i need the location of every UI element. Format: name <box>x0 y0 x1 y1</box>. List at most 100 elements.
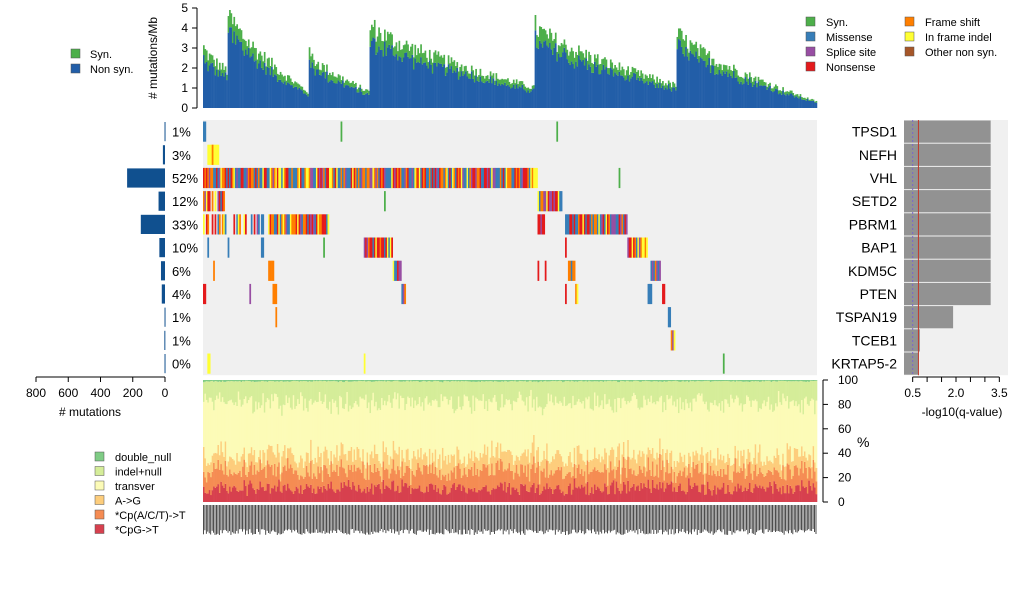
rate-bar-syn <box>227 16 230 33</box>
spectrum-bar <box>492 475 495 489</box>
rate-bar-syn <box>226 74 228 81</box>
spectrum-bar <box>789 380 792 382</box>
spectrum-bar <box>207 472 210 494</box>
spectrum-bar <box>323 485 325 502</box>
spectrum-bar <box>541 460 544 472</box>
spectrum-bar <box>285 470 288 491</box>
rate-bar-nonsyn <box>748 77 751 108</box>
rate-bar-syn <box>207 60 210 72</box>
spectrum-bar <box>805 381 808 397</box>
legend-swatch <box>805 61 816 72</box>
spectrum-bar <box>385 380 388 382</box>
rate-bar-nonsyn <box>777 94 780 108</box>
spectrum-bar <box>673 380 676 381</box>
spectrum-bar <box>523 401 525 453</box>
spectrum-bar <box>278 479 281 502</box>
spectrum-bar <box>472 381 475 396</box>
rate-bar-nonsyn <box>394 56 396 108</box>
spectrum-bar <box>510 381 512 405</box>
sample-label <box>483 505 485 530</box>
spectrum-bar <box>450 470 453 488</box>
rate-bar-syn <box>450 57 453 67</box>
spectrum-bar <box>320 452 323 467</box>
spectrum-bar <box>447 473 450 494</box>
spectrum-bar <box>441 380 444 383</box>
sample-label <box>428 505 430 535</box>
spectrum-bar <box>256 380 259 382</box>
spectrum-bar <box>414 456 417 477</box>
rate-bar-nonsyn <box>253 61 256 108</box>
spectrum-bar <box>420 471 422 492</box>
rate-bar-nonsyn <box>712 65 715 108</box>
spectrum-bar <box>717 406 719 448</box>
mutation-cell-pbrm1 <box>573 214 576 235</box>
sample-label <box>326 505 327 533</box>
sample-label <box>637 505 639 535</box>
spectrum-bar <box>375 454 378 472</box>
rate-bar-syn <box>693 44 696 57</box>
mutation-cell-pbrm1 <box>615 214 618 235</box>
sample-label <box>360 505 362 532</box>
spectrum-bar <box>615 412 618 457</box>
spectrum-bar <box>452 455 454 473</box>
spectrum-bar <box>343 454 346 469</box>
spectrum-bar <box>326 381 328 409</box>
spectrum-bar <box>324 380 327 395</box>
spectrum-bar <box>346 380 349 381</box>
sample-label <box>812 505 814 529</box>
spectrum-bar <box>679 397 682 453</box>
spectrum-bar <box>696 380 699 395</box>
rate-bar-syn <box>496 78 499 86</box>
sample-label <box>389 505 391 530</box>
spectrum-bar <box>357 448 360 468</box>
mutation-cell-nefh <box>208 144 211 165</box>
spectrum-bar <box>712 381 715 406</box>
spectrum-bar <box>294 408 296 462</box>
spectrum-bar <box>439 493 441 502</box>
spectrum-bar <box>431 400 434 453</box>
spectrum-bar <box>657 381 660 402</box>
sample-label <box>712 505 714 535</box>
spectrum-bar <box>805 486 808 502</box>
spectrum-bar <box>811 478 813 491</box>
rate-bar-syn <box>770 88 773 91</box>
mutation-cell-vhl <box>284 167 286 189</box>
spectrum-bar <box>751 400 754 465</box>
spectrum-bar <box>512 400 515 465</box>
sample-label <box>730 505 731 531</box>
gene-percent-label: 6% <box>172 264 191 279</box>
spectrum-bar <box>589 492 592 502</box>
rate-bar-syn <box>220 69 223 76</box>
rate-bar-nonsyn <box>621 75 624 108</box>
spectrum-bar <box>315 462 318 479</box>
rate-bar-syn <box>662 81 664 86</box>
mutation-cell-vhl <box>418 167 421 189</box>
rate-bar-nonsyn <box>373 38 376 108</box>
sample-label <box>638 505 640 529</box>
spectrum-bar <box>423 380 425 381</box>
mutation-cell-setd2 <box>221 191 224 212</box>
rate-bar-syn <box>808 99 811 101</box>
spectrum-bar <box>518 476 521 495</box>
mutation-cell-vhl <box>407 167 409 189</box>
spectrum-bar <box>743 404 745 450</box>
rate-bar-nonsyn <box>365 93 367 108</box>
sample-label <box>231 505 233 533</box>
spectrum-bar <box>347 411 350 451</box>
sample-label <box>262 505 264 530</box>
spectrum-bar <box>735 380 738 381</box>
spectrum-bar <box>585 380 588 398</box>
rate-bar-syn <box>554 32 557 44</box>
legend-swatch <box>805 46 816 57</box>
mutation-cell-vhl <box>421 167 424 189</box>
spectrum-bar <box>691 381 693 412</box>
rate-bar-syn <box>439 56 441 64</box>
rate-bar-syn <box>605 59 608 68</box>
spectrum-bar <box>411 488 414 502</box>
rate-bar-nonsyn <box>523 89 525 108</box>
spectrum-bar <box>520 483 522 502</box>
spectrum-bar <box>631 380 634 382</box>
rate-bar-nonsyn <box>657 87 660 108</box>
spectrum-bar <box>307 472 310 487</box>
spectrum-bar <box>679 380 682 382</box>
